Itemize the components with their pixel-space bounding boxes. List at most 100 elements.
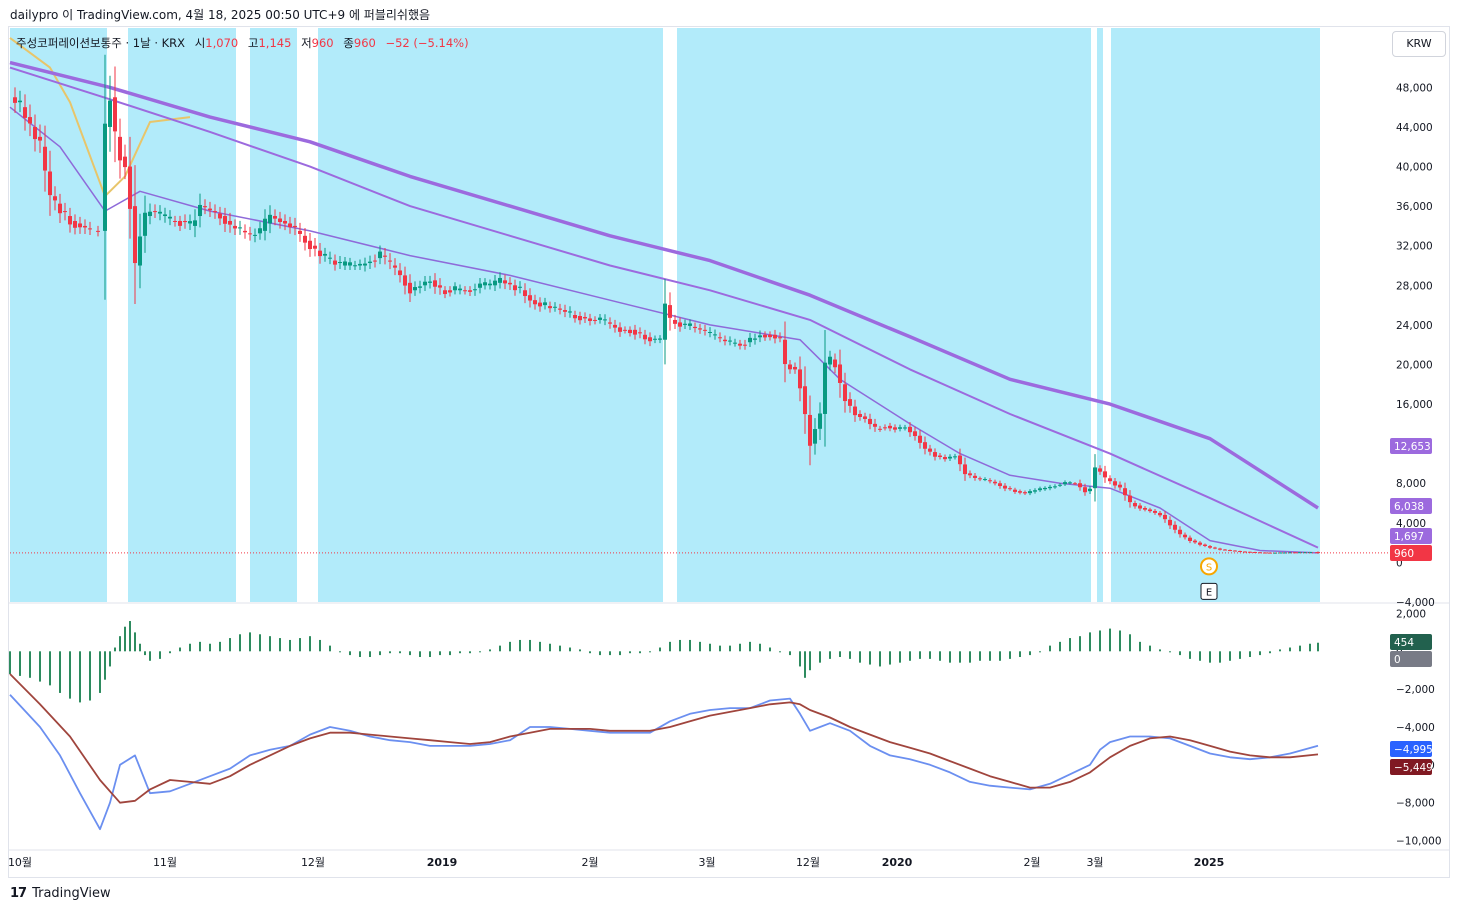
macd-histogram-bar [829, 651, 831, 659]
candle-body [1033, 490, 1037, 492]
macd-histogram-bar [309, 636, 311, 652]
candle-body [263, 218, 267, 231]
macd-histogram-bar [229, 638, 231, 652]
candle-body [358, 263, 362, 266]
macd-histogram-bar [369, 651, 371, 657]
macd-histogram-bar [1009, 651, 1011, 659]
candle-body [548, 306, 552, 309]
candle-body [818, 413, 822, 429]
macd-histogram-bar [919, 651, 921, 659]
tradingview-brand: TradingView [32, 886, 111, 901]
macd-histogram-bar [759, 643, 761, 652]
candle-body [593, 319, 597, 321]
candle-body [1303, 552, 1307, 554]
macd-histogram-bar [939, 651, 941, 661]
candle-body [533, 300, 537, 305]
candle-body [153, 211, 157, 213]
macd-badge-label: 454 [1394, 637, 1414, 649]
candle-body [978, 478, 982, 480]
macd-histogram-bar [839, 651, 841, 657]
macd-tick-label: 2,000 [1396, 608, 1426, 620]
macd-histogram-bar [519, 639, 521, 652]
candle-body [313, 245, 317, 249]
candle-body [1258, 552, 1262, 554]
macd-histogram-bar [59, 651, 61, 693]
candle-body [1018, 491, 1022, 493]
candle-body [338, 262, 342, 264]
candle-body [403, 275, 407, 286]
macd-histogram-bar [339, 651, 341, 653]
candle-body [1058, 484, 1062, 486]
candle-body [1133, 503, 1137, 507]
candle-body [1168, 519, 1172, 526]
macd-histogram-bar [1079, 636, 1081, 652]
macd-histogram-bar [729, 645, 731, 652]
symbol-name[interactable]: 주성코퍼레이션보통주 · 1날 · KRX [16, 36, 186, 50]
candle-body [868, 418, 872, 425]
candle-body [1008, 488, 1012, 490]
macd-histogram-bar [429, 651, 431, 657]
candle-body [538, 302, 542, 307]
candle-body [1223, 549, 1227, 551]
candle-body [378, 251, 382, 259]
signal-line [9, 673, 1319, 804]
candle-body [898, 427, 902, 429]
candle-body [578, 315, 582, 321]
macd-histogram-bar [1029, 651, 1031, 656]
macd-histogram-bar [909, 651, 911, 661]
macd-histogram-bar [1299, 645, 1301, 652]
macd-histogram-bar [819, 651, 821, 663]
macd-histogram-bar [1189, 651, 1191, 659]
macd-badge [1390, 634, 1432, 650]
candle-body [863, 416, 867, 419]
candle-body [713, 334, 717, 336]
candle-body [833, 359, 837, 368]
candle-body [723, 339, 727, 342]
macd-histogram-bar [889, 651, 891, 665]
macd-histogram-bar [114, 647, 116, 652]
candle-body [428, 281, 432, 283]
macd-histogram-bar [739, 643, 741, 652]
macd-histogram-bar [389, 651, 391, 654]
macd-histogram-bar [619, 651, 621, 656]
macd-histogram-bar [459, 651, 461, 654]
candle-body [213, 211, 217, 213]
candle-body [228, 220, 232, 225]
candle-body [708, 332, 712, 334]
low-value: 960 [311, 36, 334, 50]
macd-histogram-bar [499, 645, 501, 652]
candle-body [1038, 488, 1042, 491]
macd-histogram-bar [1099, 630, 1101, 652]
candle-body [418, 286, 422, 288]
candle-body [318, 250, 322, 257]
macd-histogram-bar [399, 651, 401, 654]
footer-brand[interactable]: 17 TradingView [10, 886, 111, 901]
earnings-marker-icon [1200, 582, 1218, 600]
time-tick-label: 12월 [796, 856, 820, 869]
currency-button[interactable]: KRW [1392, 31, 1446, 57]
macd-histogram-bar [139, 643, 141, 652]
macd-histogram-bar [749, 641, 751, 652]
macd-histogram-bar [279, 638, 281, 652]
time-tick-label: 2020 [882, 856, 913, 869]
candle-body [1228, 550, 1232, 552]
macd-histogram-bar [1039, 651, 1041, 653]
candle-body [1063, 482, 1067, 485]
candle-body [693, 326, 697, 329]
candle-body [558, 308, 562, 310]
candle-body [88, 228, 92, 230]
macd-histogram-bar [199, 641, 201, 652]
time-tick-label: 2019 [427, 856, 458, 869]
candle-body [118, 136, 122, 161]
candle-body [938, 455, 942, 458]
macd-histogram-bar [879, 651, 881, 667]
candle-body [1013, 489, 1017, 492]
candle-body [33, 126, 37, 140]
candle-body [1048, 486, 1052, 489]
candle-body [848, 399, 852, 406]
candle-body [888, 425, 892, 429]
candle-body [1118, 484, 1122, 488]
macd-histogram-bar [1129, 634, 1131, 652]
candle-body [973, 475, 977, 478]
